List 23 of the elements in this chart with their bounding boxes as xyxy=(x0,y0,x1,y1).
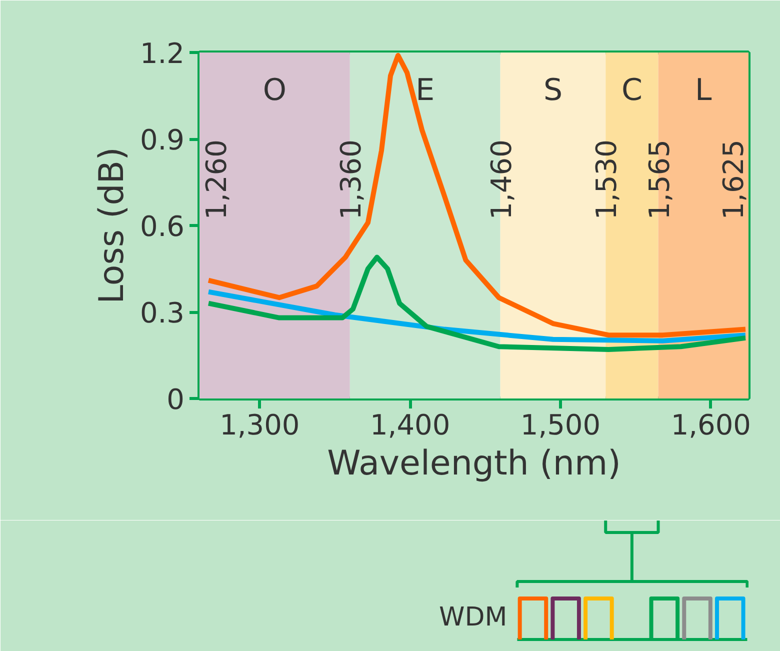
x-tick-label: 1,600 xyxy=(670,408,751,442)
x-axis-title: Wavelength (nm) xyxy=(327,444,621,484)
band-label: O xyxy=(262,73,287,108)
annotation: 1,530 xyxy=(590,140,624,220)
y-tick-label: 0.6 xyxy=(140,210,184,243)
y-axis-title: Loss (dB) xyxy=(92,147,132,304)
band-label: E xyxy=(416,73,435,108)
y-tick-label: 0.9 xyxy=(140,124,184,156)
annotation: 1,260 xyxy=(200,140,233,220)
band-label: L xyxy=(695,73,712,108)
y-tick-label: 1.2 xyxy=(140,37,184,70)
annotation: 1,460 xyxy=(484,140,518,220)
x-tick-label: 1,400 xyxy=(370,408,450,442)
y-tick-label: 0 xyxy=(166,383,185,416)
annotation: 1,625 xyxy=(717,140,750,220)
band-label: C xyxy=(621,73,642,108)
annotation: 1,565 xyxy=(642,140,676,220)
band-label: S xyxy=(543,73,562,108)
annotation: 1,360 xyxy=(334,140,368,220)
x-tick-label: 1,500 xyxy=(520,408,601,442)
text: WDM xyxy=(439,602,508,632)
x-tick-label: 1,300 xyxy=(220,408,300,442)
y-tick-label: 0.3 xyxy=(140,296,184,330)
